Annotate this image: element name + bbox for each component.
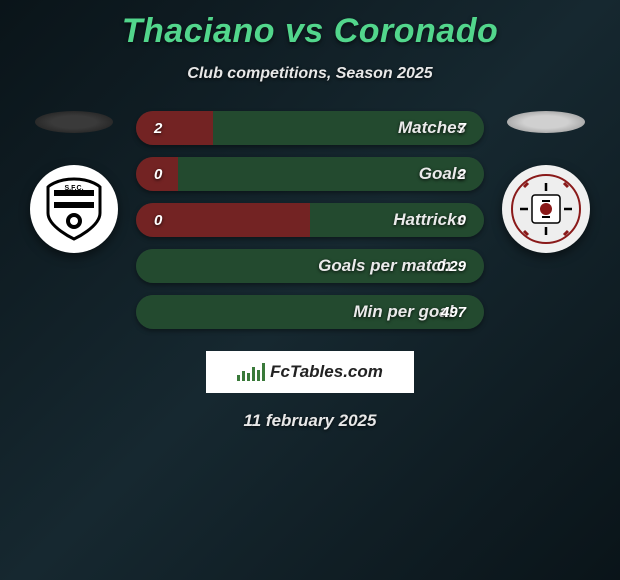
stat-value-right: 0.29 bbox=[437, 258, 466, 275]
stat-label: Matches bbox=[398, 118, 466, 138]
stat-value-right: 2 bbox=[458, 166, 466, 183]
stat-value-left: 0 bbox=[154, 212, 162, 229]
stat-value-right: 497 bbox=[441, 304, 466, 321]
page-title: Thaciano vs Coronado bbox=[0, 0, 620, 51]
stat-row: 2 Matches7 bbox=[136, 111, 484, 145]
svg-text:S.F.C.: S.F.C. bbox=[64, 185, 83, 192]
stat-value-left: 0 bbox=[154, 166, 162, 183]
attribution-badge: FcTables.com bbox=[206, 351, 414, 393]
corinthians-crest-icon bbox=[510, 173, 582, 245]
right-crest-shadow bbox=[507, 111, 585, 133]
stat-value-right: 7 bbox=[458, 120, 466, 137]
stat-rows: 2Matches70Goals20Hattricks0Goals per mat… bbox=[136, 111, 484, 329]
stat-label: Min per goal bbox=[353, 302, 453, 322]
right-crest-column bbox=[502, 111, 590, 253]
santos-crest-icon: S.F.C. bbox=[38, 173, 110, 245]
stat-label: Hattricks bbox=[393, 210, 466, 230]
attribution-text: FcTables.com bbox=[270, 362, 383, 382]
attribution-chart-icon bbox=[237, 363, 265, 381]
infographic-container: Thaciano vs Coronado Club competitions, … bbox=[0, 0, 620, 431]
stat-row: 0Goals2 bbox=[136, 157, 484, 191]
stat-row: 0Hattricks0 bbox=[136, 203, 484, 237]
stat-row: Min per goal497 bbox=[136, 295, 484, 329]
left-crest-badge: S.F.C. bbox=[30, 165, 118, 253]
right-crest-badge bbox=[502, 165, 590, 253]
stat-row: Goals per match0.29 bbox=[136, 249, 484, 283]
stat-label: Goals per match bbox=[318, 256, 451, 276]
left-crest-column: S.F.C. bbox=[30, 111, 118, 253]
comparison-area: S.F.C. 2Matches70Goals20Hattricks0Goals … bbox=[0, 111, 620, 329]
stat-value-left: 2 bbox=[154, 120, 162, 137]
stat-value-right: 0 bbox=[458, 212, 466, 229]
left-crest-shadow bbox=[35, 111, 113, 133]
subtitle: Club competitions, Season 2025 bbox=[0, 65, 620, 83]
stat-bar-left bbox=[136, 111, 213, 145]
date-label: 11 february 2025 bbox=[0, 411, 620, 431]
